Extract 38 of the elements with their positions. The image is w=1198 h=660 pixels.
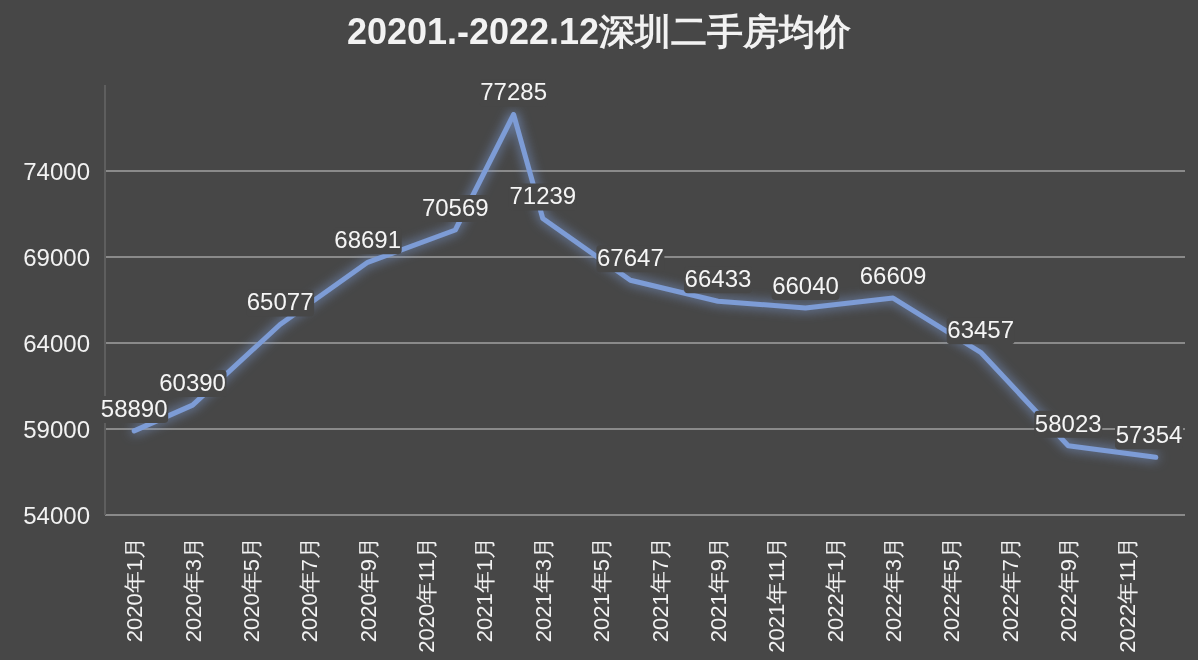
- x-tick-label: 2021年5月: [589, 537, 615, 643]
- x-tick-label: 2020年3月: [180, 537, 206, 643]
- data-label: 63457: [947, 316, 1015, 344]
- x-tick-label: 2021年11月: [764, 537, 790, 653]
- x-tick-label: 2020年9月: [355, 537, 381, 643]
- data-label: 66609: [859, 262, 927, 290]
- data-label: 57354: [1115, 421, 1183, 449]
- data-label: 77285: [480, 78, 548, 106]
- x-tick-label: 2021年9月: [705, 537, 731, 643]
- data-label: 66040: [772, 271, 839, 299]
- y-tick-label: 54000: [23, 502, 90, 529]
- x-tick-label: 2021年3月: [530, 537, 556, 643]
- y-tick-label: 64000: [23, 330, 90, 357]
- data-label: 60390: [159, 369, 226, 397]
- y-tick-label: 69000: [23, 244, 90, 271]
- data-label: 68691: [334, 226, 402, 254]
- data-label: 70569: [421, 194, 489, 222]
- data-label: 65077: [246, 288, 314, 316]
- data-label: 71239: [509, 182, 577, 210]
- x-tick-label: 2020年5月: [238, 537, 264, 643]
- x-tick-label: 2021年7月: [647, 537, 673, 643]
- data-label: 58890: [100, 394, 168, 422]
- y-tick-label: 59000: [23, 416, 90, 443]
- y-tick-label: 74000: [23, 158, 90, 185]
- x-tick-label: 2022年9月: [1056, 537, 1082, 643]
- x-tick-label: 2022年11月: [1114, 537, 1140, 653]
- x-tick-label: 2020年7月: [297, 537, 323, 643]
- data-label: 58023: [1034, 409, 1102, 437]
- x-tick-label: 2022年7月: [997, 537, 1023, 643]
- chart-title: 20201.-2022.12深圳二手房均价: [346, 11, 852, 52]
- x-tick-label: 2022年3月: [881, 537, 907, 643]
- data-label: 66433: [684, 265, 752, 293]
- x-tick-label: 2020年1月: [122, 537, 148, 643]
- x-tick-label: 2022年5月: [939, 537, 965, 643]
- x-tick-label: 2021年1月: [472, 537, 498, 643]
- x-tick-label: 2020年11月: [414, 537, 440, 653]
- data-label: 67647: [597, 244, 664, 272]
- x-tick-label: 2022年1月: [822, 537, 848, 643]
